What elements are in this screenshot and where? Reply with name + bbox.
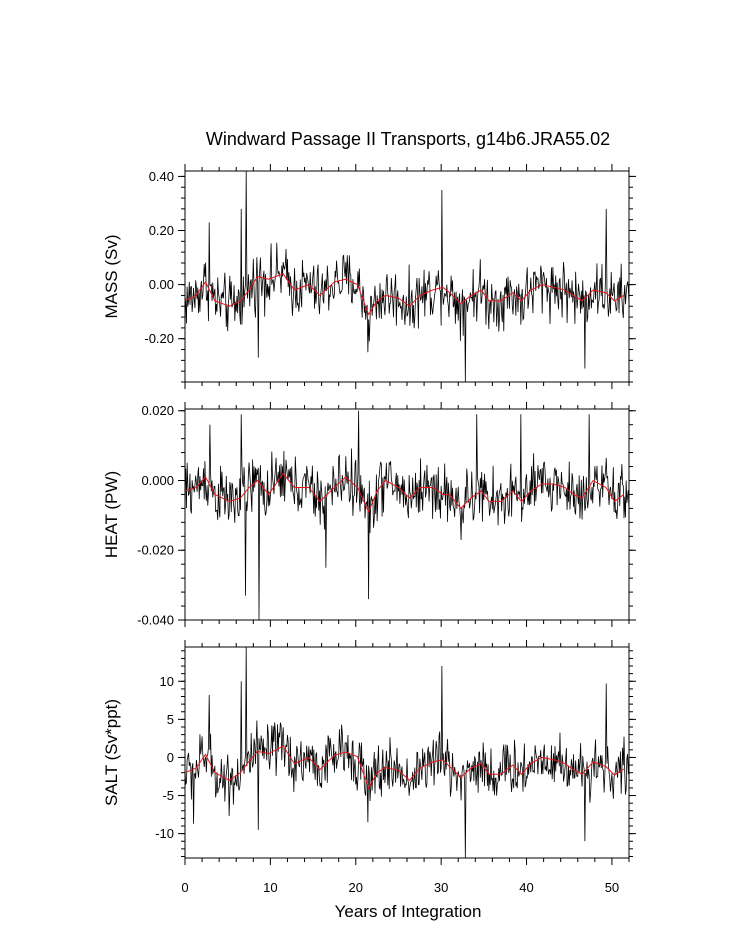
smoothed-series-line bbox=[184, 472, 625, 514]
x-tick-label: 50 bbox=[605, 880, 619, 895]
y-tick-label: 10 bbox=[160, 674, 174, 689]
x-tick-label: 20 bbox=[349, 880, 363, 895]
panel-frame bbox=[184, 170, 630, 383]
y-tick-label: 0.000 bbox=[141, 473, 174, 488]
smoothed-series-line bbox=[184, 745, 625, 790]
smoothed-series-line bbox=[184, 273, 625, 316]
y-tick-label: 0 bbox=[167, 750, 174, 765]
raw-series-line bbox=[184, 170, 630, 383]
raw-series-line bbox=[184, 646, 630, 859]
x-tick-label: 40 bbox=[519, 880, 533, 895]
y-tick-label: 0.40 bbox=[149, 169, 174, 184]
x-axis-label: Years of Integration bbox=[335, 902, 482, 921]
y-tick-label: -0.020 bbox=[137, 543, 174, 558]
y-tick-label: -0.20 bbox=[144, 331, 174, 346]
panel-1: 0.40 0.20 0.00 -0.20 MASS (Sv) bbox=[102, 164, 636, 389]
y-tick-label: 5 bbox=[167, 712, 174, 727]
panel-2: 0.020 0.000 -0.020 -0.040 HEAT (PW) bbox=[102, 402, 636, 628]
panel-3: 10 5 0 -5 -10 SALT (Sv*ppt) bbox=[102, 640, 636, 865]
y-axis-label: HEAT (PW) bbox=[102, 471, 121, 558]
panel-frame bbox=[184, 408, 630, 621]
chart-title: Windward Passage II Transports, g14b6.JR… bbox=[206, 129, 610, 149]
x-tick-label: 0 bbox=[181, 880, 188, 895]
y-axis-label: SALT (Sv*ppt) bbox=[102, 699, 121, 806]
y-tick-label: -10 bbox=[155, 826, 174, 841]
raw-series-line bbox=[184, 410, 630, 621]
y-tick-label: -0.040 bbox=[137, 613, 174, 628]
y-tick-label: 0.020 bbox=[141, 403, 174, 418]
x-tick-label: 10 bbox=[263, 880, 277, 895]
y-tick-label: 0.00 bbox=[149, 277, 174, 292]
y-axis-label: MASS (Sv) bbox=[102, 234, 121, 318]
x-tick-label: 30 bbox=[434, 880, 448, 895]
y-tick-label: -5 bbox=[162, 788, 174, 803]
y-tick-label: 0.20 bbox=[149, 223, 174, 238]
